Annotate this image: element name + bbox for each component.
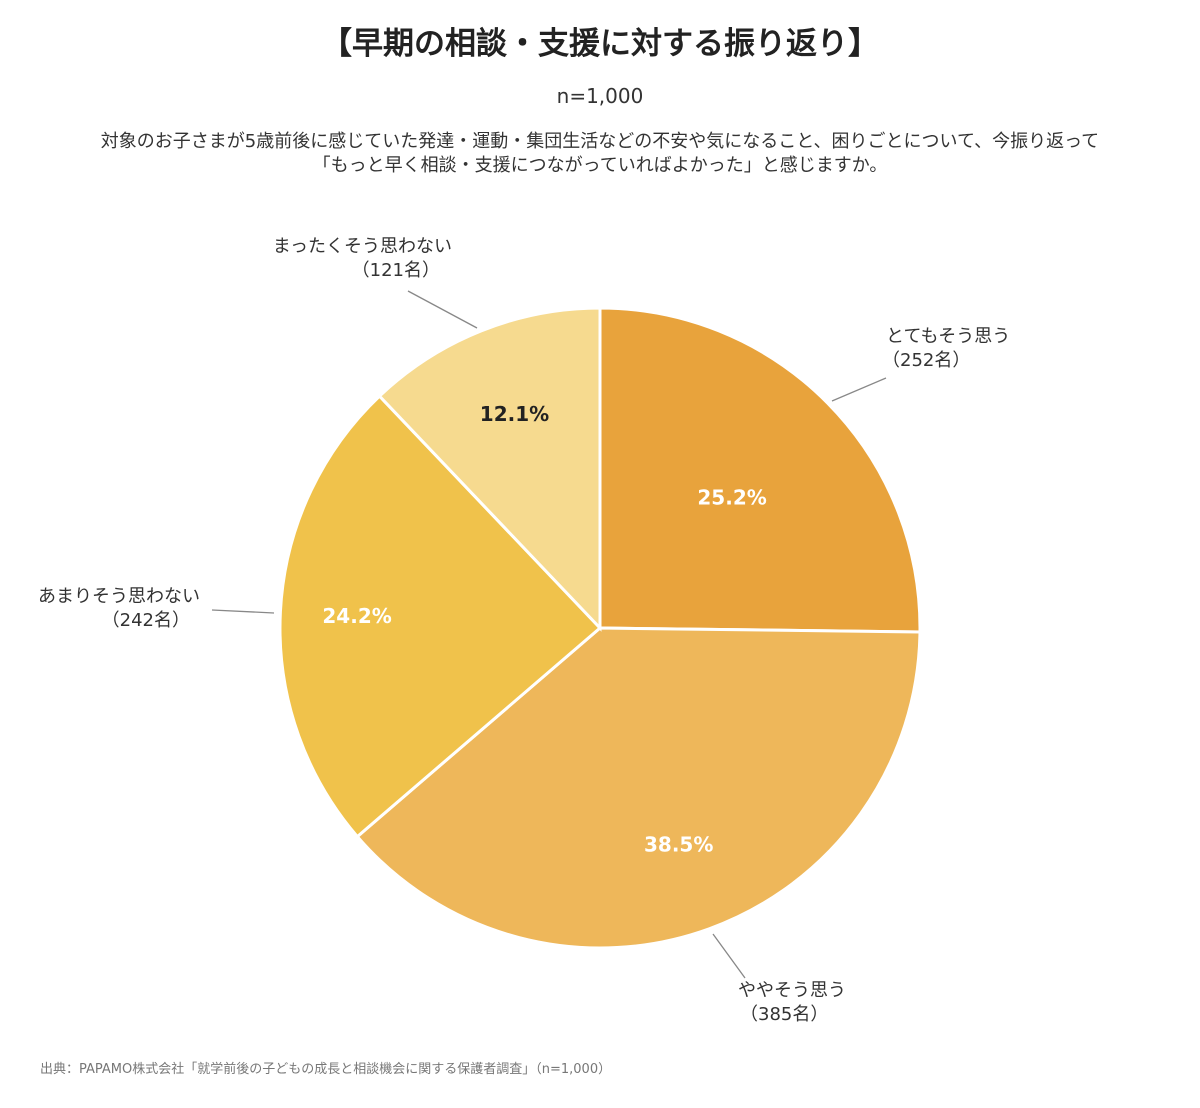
pie-labels: 25.2% とてもそう思う （252名） 38.5% ややそう思う （385名） 24.2%… [38,236,1010,1025]
pie-slice-1 [598,306,922,634]
slice-count-label-1: （252名） [882,350,970,371]
sample-size: n=1,000 [556,84,644,108]
slice-percent-label-2: 38.5% [644,833,713,857]
pie-slice-2 [355,626,922,950]
slice-count-label-4: （121名） [352,260,440,281]
leader-line-2 [712,933,746,979]
leader-line-1 [831,377,887,402]
source-note: 出典：PAPAMO株式会社「就学前後の子どもの成長と相談機会に関する保護者調査」… [40,1062,612,1077]
slice-percent-label-4: 12.1% [480,402,549,426]
pie-slice-4 [377,306,602,632]
pie-slices [278,306,922,950]
survey-question-line-1: 対象のお子さまが5歳前後に感じていた発達・運動・集団生活などの不安や気になること… [100,131,1100,152]
slice-category-label-2: ややそう思う [738,980,846,1001]
slice-category-label-1: とてもそう思う [886,326,1010,347]
survey-question-line-2: 「もっと早く相談・支援につながっていればよかった」と感じますか。 [312,155,888,176]
slice-category-label-3: あまりそう思わない [38,586,200,607]
chart-title: 【早期の相談・支援に対する振り返り】 [321,26,879,62]
survey-question: 対象のお子さまが5歳前後に感じていた発達・運動・集団生活などの不安や気になること… [0,130,1200,178]
leader-line-3 [211,609,275,614]
pie-slice-3 [278,393,603,839]
slice-count-label-2: （385名） [740,1004,828,1025]
slice-count-label-3: （242名） [102,610,190,631]
leader-line-4 [407,290,478,329]
slice-category-label-4: まったくそう思わない [273,236,452,257]
slice-percent-label-1: 25.2% [697,486,766,510]
slice-percent-label-3: 24.2% [322,604,391,628]
